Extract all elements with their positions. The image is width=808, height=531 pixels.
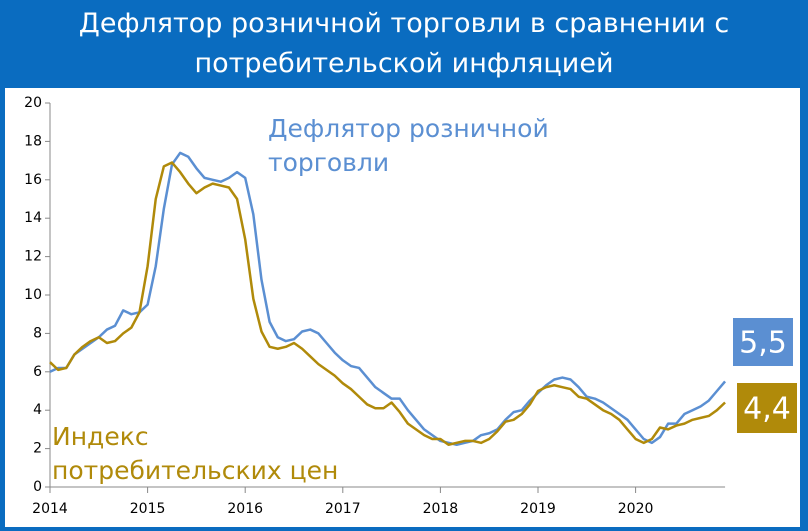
y-tick-label: 0 <box>33 479 42 495</box>
series-line <box>49 161 726 447</box>
y-tick-label: 10 <box>24 287 42 303</box>
x-tick-label: 2017 <box>325 501 361 517</box>
series-line <box>49 151 727 447</box>
x-tick-label: 2015 <box>130 501 166 517</box>
chart-title: Дефлятор розничной торговли в сравнении … <box>78 8 730 79</box>
series-annotation: Индекс потребительских цен <box>52 422 339 485</box>
end-label-box <box>733 318 793 366</box>
y-tick-label: 12 <box>24 249 42 265</box>
y-tick-label: 18 <box>24 133 42 149</box>
series-annotation: Дефлятор розничной торговли <box>268 114 549 177</box>
end-label: 5,5 <box>739 326 787 361</box>
y-tick-label: 2 <box>33 441 42 457</box>
end-label: 4,4 <box>743 392 791 427</box>
y-tick-label: 4 <box>33 402 42 418</box>
x-tick-label: 2016 <box>227 501 263 517</box>
x-tick-label: 2018 <box>423 501 459 517</box>
y-tick-label: 16 <box>24 172 42 188</box>
y-tick-label: 14 <box>24 210 42 226</box>
y-tick-label: 20 <box>24 95 42 111</box>
x-tick-label: 2014 <box>32 501 68 517</box>
y-tick-label: 8 <box>33 325 42 341</box>
y-tick-label: 6 <box>33 364 42 380</box>
x-tick-label: 2020 <box>618 501 654 517</box>
plot-background <box>5 88 800 527</box>
x-tick-label: 2019 <box>520 501 556 517</box>
end-label-box <box>737 383 797 433</box>
